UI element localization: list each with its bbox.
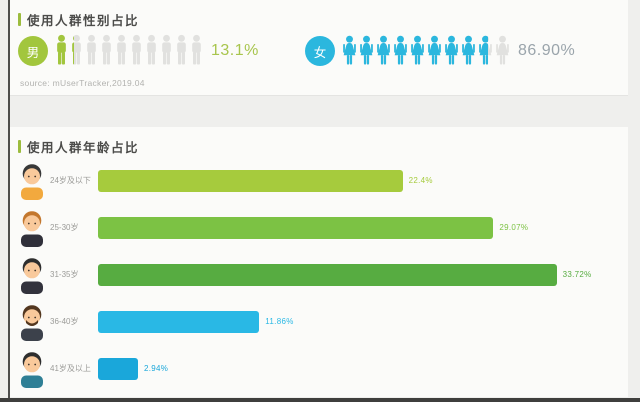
- person-icon-female: [410, 35, 425, 68]
- age-row: 31-35岁 33.72%: [18, 251, 628, 298]
- female-percent: 86.90%: [518, 42, 576, 59]
- source-note: source: mUserTracker,2019.04: [20, 78, 145, 88]
- person-icon-fill: [342, 35, 357, 68]
- person-icon-fill: [393, 35, 408, 68]
- person-icon-male: [100, 34, 113, 68]
- person-icon-fill: [55, 34, 68, 68]
- age-bar: [98, 169, 403, 192]
- person-icon-male: [175, 34, 188, 68]
- age-avatar-icon: [18, 209, 46, 247]
- gender-section: 使用人群性别占比 男 13.1% 女 86.90% source: mUserTrac…: [10, 0, 628, 96]
- person-icon-male: [190, 34, 203, 68]
- person-icon-male: [130, 34, 143, 68]
- age-row: 36-40岁 11.86%: [18, 298, 628, 345]
- age-bar-percent: 33.72%: [562, 270, 592, 279]
- male-badge: 男: [18, 36, 48, 66]
- title-accent-bar: [18, 140, 21, 153]
- gender-group-male: 男 13.1%: [18, 31, 259, 71]
- person-icon-male: [160, 34, 173, 68]
- age-row: 41岁及以上 2.94%: [18, 345, 628, 392]
- male-percent: 13.1%: [211, 42, 259, 59]
- person-icon-fill: [427, 35, 442, 68]
- person-icon-female: [393, 35, 408, 68]
- bottom-border-line: [0, 398, 640, 402]
- age-row-label: 24岁及以下: [50, 175, 91, 185]
- person-icon-fill: [410, 35, 425, 68]
- person-icon-female: [478, 35, 493, 68]
- male-icons: [55, 34, 203, 68]
- person-icon-female: [376, 35, 391, 68]
- age-bar: [98, 263, 557, 286]
- age-row-label: 41岁及以上: [50, 363, 91, 373]
- age-bar-percent: 29.07%: [499, 223, 529, 232]
- age-section-title: 使用人群年龄占比: [10, 127, 628, 156]
- age-bar-percent: 22.4%: [408, 176, 433, 185]
- person-icon-female: [444, 35, 459, 68]
- age-avatar-icon: [18, 162, 46, 200]
- age-title-text: 使用人群年龄占比: [27, 141, 140, 155]
- age-row-label: 36-40岁: [50, 316, 79, 326]
- person-icon-fill: [359, 35, 374, 68]
- age-bar: [98, 216, 494, 239]
- female-icons: [342, 35, 510, 68]
- age-row-label: 31-35岁: [50, 269, 79, 279]
- gender-title-text: 使用人群性别占比: [27, 14, 140, 28]
- gender-section-title: 使用人群性别占比: [10, 0, 628, 29]
- title-accent-bar: [18, 13, 21, 26]
- age-row: 25-30岁 29.07%: [18, 204, 628, 251]
- person-icon-fill: [478, 35, 489, 68]
- person-icon-female: [359, 35, 374, 68]
- age-avatar-icon: [18, 303, 46, 341]
- age-bar-percent: 11.86%: [265, 317, 294, 326]
- age-row-label: 25-30岁: [50, 222, 79, 232]
- gender-groups: 男 13.1% 女 86.90%: [10, 31, 628, 71]
- person-icon-male: [70, 34, 83, 68]
- person-icon-fill: [461, 35, 476, 68]
- person-icon-female: [427, 35, 442, 68]
- age-bar: [98, 357, 138, 380]
- person-icon-male: [115, 34, 128, 68]
- person-icon-fill: [70, 34, 75, 68]
- person-icon-female: [342, 35, 357, 68]
- age-bar-percent: 2.94%: [143, 364, 169, 373]
- person-icon-female: [495, 35, 510, 68]
- female-badge: 女: [305, 36, 335, 66]
- left-border-line: [8, 0, 10, 402]
- gender-group-female: 女 86.90%: [305, 31, 575, 71]
- person-icon-female: [461, 35, 476, 68]
- age-avatar-icon: [18, 350, 46, 388]
- age-section: 使用人群年龄占比 24岁及以下 22.4% 25-30岁 29.07% 31-35岁 33…: [10, 127, 628, 397]
- age-avatar-icon: [18, 256, 46, 294]
- age-row: 24岁及以下 22.4%: [18, 157, 628, 204]
- person-icon-fill: [444, 35, 459, 68]
- person-icon-male: [85, 34, 98, 68]
- person-icon-fill: [376, 35, 391, 68]
- person-icon-male: [145, 34, 158, 68]
- age-rows: 24岁及以下 22.4% 25-30岁 29.07% 31-35岁 33.72% 36-40…: [18, 157, 628, 392]
- person-icon-male: [55, 34, 68, 68]
- age-bar: [98, 310, 260, 333]
